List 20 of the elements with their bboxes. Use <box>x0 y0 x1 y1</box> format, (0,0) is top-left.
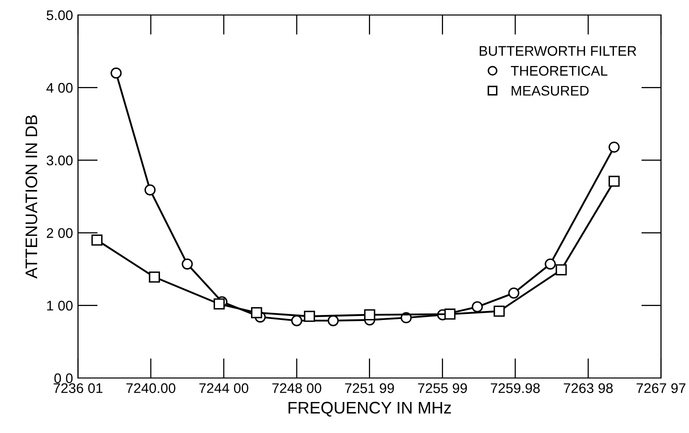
y-tick-label: 5.00 <box>46 10 73 20</box>
y-tick-label: 2 00 <box>46 228 73 238</box>
x-tick-label: 7263 98 <box>564 383 613 394</box>
legend-label: MEASURED <box>512 86 589 96</box>
y-axis-title: ATTENUATION IN DB <box>25 115 38 279</box>
x-tick-label: 7267 97 <box>636 383 686 394</box>
x-tick-label: 7244 00 <box>199 383 248 394</box>
y-tick-label: 0 0 <box>54 373 73 384</box>
legend-title: BUTTERWORTH FILTER <box>480 46 636 56</box>
y-tick-label: 4 00 <box>46 82 73 93</box>
x-tick-label: 7240.00 <box>126 383 176 394</box>
x-tick-label: 7259.98 <box>490 383 540 394</box>
legend-label: THEORETICAL <box>510 66 608 76</box>
y-tick-label: 1 00 <box>47 300 73 311</box>
x-tick-label: 7236 01 <box>54 383 102 394</box>
x-tick-label: 7251 99 <box>345 383 394 394</box>
x-tick-label: 7248 00 <box>272 383 322 394</box>
y-tick-label: 3.00 <box>46 156 73 166</box>
x-axis-title: FREQUENCY IN MHz <box>288 402 451 417</box>
x-tick-label: 7255 99 <box>418 383 467 394</box>
